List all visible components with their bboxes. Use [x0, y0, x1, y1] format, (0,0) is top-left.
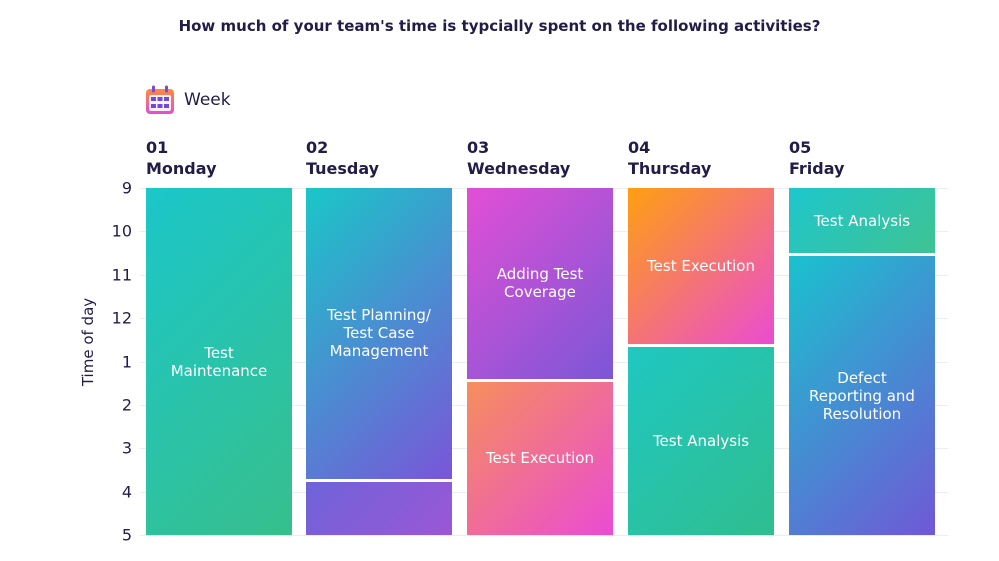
y-axis-label: Time of day	[79, 297, 97, 387]
activity-block: Test Maintenance	[146, 188, 292, 535]
activity-block	[306, 481, 452, 535]
activity-label: Test Maintenance	[170, 343, 268, 380]
activity-block: Test Execution	[467, 381, 613, 535]
activity-label: Test Execution	[486, 449, 594, 468]
day-name: Thursday	[628, 159, 712, 178]
activity-label: Adding Test Coverage	[496, 265, 584, 302]
y-tick-label: 12	[111, 308, 132, 328]
y-tick-label: 11	[111, 265, 132, 285]
y-tick-label: 5	[121, 525, 132, 545]
day-number: 01	[146, 138, 169, 157]
day-number: 04	[628, 138, 651, 157]
y-tick-label: 2	[121, 395, 132, 415]
day-name: Tuesday	[306, 159, 380, 178]
legend-label: Week	[184, 90, 231, 110]
day-header-friday: 05 Friday	[789, 137, 844, 179]
calendar-icon	[146, 85, 174, 114]
y-tick-label: 9	[121, 178, 132, 198]
gridline	[140, 535, 948, 536]
day-number: 02	[306, 138, 329, 157]
y-tick-label: 3	[121, 438, 132, 458]
activity-block: Adding Test Coverage	[467, 188, 613, 379]
activity-block: Test Analysis	[789, 188, 935, 254]
day-header-tuesday: 02 Tuesday	[306, 137, 379, 179]
day-header-wednesday: 03 Wednesday	[467, 137, 570, 179]
activity-block: Test Planning/Test Case Management	[306, 188, 452, 479]
day-number: 05	[789, 138, 812, 157]
day-name: Wednesday	[467, 159, 571, 178]
activity-block: Test Analysis	[628, 347, 774, 535]
day-name: Friday	[789, 159, 845, 178]
y-tick-label: 4	[121, 482, 132, 502]
activity-label: Test Planning/Test Case Management	[327, 306, 431, 361]
day-name: Monday	[146, 159, 217, 178]
day-header-monday: 01 Monday	[146, 137, 217, 179]
activity-label: Test Analysis	[652, 432, 750, 451]
activity-block: Test Execution	[628, 188, 774, 345]
day-header-thursday: 04 Thursday	[628, 137, 711, 179]
y-tick-label: 1	[121, 352, 132, 371]
activity-label: Defect Reporting and Resolution	[809, 368, 915, 423]
activity-block: Defect Reporting and Resolution	[789, 256, 935, 535]
legend: Week	[145, 84, 231, 116]
y-tick-label: 10	[111, 221, 132, 241]
day-number: 03	[467, 138, 490, 157]
activity-label: Test Analysis	[813, 211, 911, 230]
chart-title: How much of your team's time is typciall…	[178, 17, 821, 35]
activity-label: Test Execution	[647, 257, 755, 276]
